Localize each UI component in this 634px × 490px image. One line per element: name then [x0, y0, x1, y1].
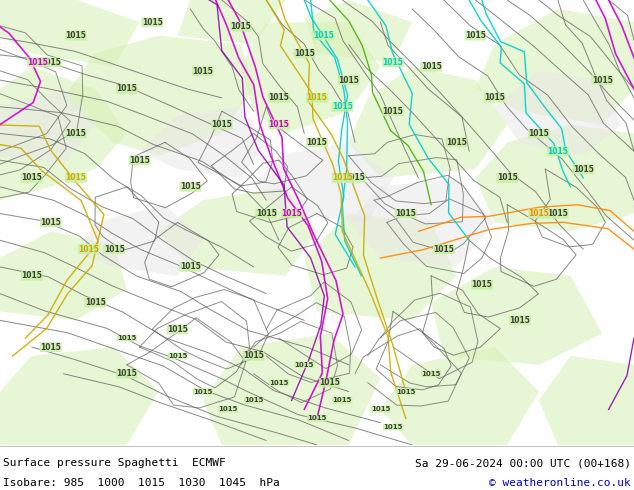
Text: 1015: 1015: [256, 209, 276, 218]
Text: 1015: 1015: [22, 173, 42, 182]
Text: 1015: 1015: [269, 380, 288, 386]
Text: 1015: 1015: [421, 62, 441, 71]
Text: 1015: 1015: [117, 369, 137, 378]
Polygon shape: [158, 187, 317, 276]
Polygon shape: [431, 267, 602, 365]
Text: Sa 29-06-2024 00:00 UTC (00+168): Sa 29-06-2024 00:00 UTC (00+168): [415, 459, 631, 468]
Text: 1015: 1015: [472, 280, 492, 289]
Polygon shape: [476, 9, 634, 124]
Text: 1015: 1015: [529, 129, 549, 138]
Text: 1015: 1015: [41, 343, 61, 351]
Polygon shape: [349, 178, 495, 267]
Text: 1015: 1015: [573, 165, 593, 173]
Text: 1015: 1015: [383, 107, 403, 116]
Text: 1015: 1015: [484, 94, 505, 102]
Text: 1015: 1015: [339, 75, 359, 85]
Text: 1015: 1015: [104, 245, 124, 254]
Text: 1015: 1015: [345, 173, 365, 182]
Text: 1015: 1015: [383, 58, 403, 67]
Text: 1015: 1015: [320, 378, 340, 387]
Text: 1015: 1015: [167, 325, 188, 334]
Text: 1015: 1015: [548, 147, 568, 156]
Polygon shape: [0, 0, 139, 67]
Text: 1015: 1015: [510, 316, 530, 325]
Text: 1015: 1015: [332, 102, 353, 111]
Polygon shape: [0, 347, 158, 445]
Text: 1015: 1015: [66, 173, 86, 182]
Text: 1015: 1015: [269, 94, 289, 102]
Text: 1015: 1015: [244, 397, 263, 403]
Text: 1015: 1015: [269, 120, 289, 129]
Polygon shape: [63, 36, 254, 156]
Text: 1015: 1015: [307, 415, 327, 421]
Text: Isobare: 985  1000  1015  1030  1045  hPa: Isobare: 985 1000 1015 1030 1045 hPa: [3, 478, 280, 488]
Text: 1015: 1015: [212, 120, 232, 129]
Text: 1015: 1015: [371, 406, 390, 412]
Text: 1015: 1015: [281, 209, 302, 218]
Text: 1015: 1015: [465, 31, 486, 40]
Text: 1015: 1015: [193, 67, 213, 75]
Text: 1015: 1015: [193, 389, 212, 394]
Polygon shape: [0, 89, 95, 165]
Text: © weatheronline.co.uk: © weatheronline.co.uk: [489, 478, 631, 488]
Polygon shape: [254, 143, 393, 222]
Polygon shape: [476, 124, 634, 231]
Text: 1015: 1015: [219, 406, 238, 412]
Polygon shape: [495, 71, 621, 156]
Text: 1015: 1015: [28, 58, 48, 67]
Polygon shape: [139, 107, 266, 178]
Text: 1015: 1015: [180, 182, 200, 192]
Text: Surface pressure Spaghetti  ECMWF: Surface pressure Spaghetti ECMWF: [3, 459, 226, 468]
Polygon shape: [0, 231, 127, 320]
Text: 1015: 1015: [295, 362, 314, 368]
Text: 1015: 1015: [396, 389, 415, 394]
Text: 1015: 1015: [79, 245, 99, 254]
Text: 1015: 1015: [332, 173, 353, 182]
Text: 1015: 1015: [294, 49, 314, 58]
Text: 1015: 1015: [497, 173, 517, 182]
Text: 1015: 1015: [231, 22, 251, 31]
Text: 1015: 1015: [422, 371, 441, 377]
Text: 1015: 1015: [313, 31, 333, 40]
Polygon shape: [0, 67, 127, 200]
Polygon shape: [304, 214, 456, 320]
Text: 1015: 1015: [66, 129, 86, 138]
Text: 1015: 1015: [66, 31, 86, 40]
Text: 1015: 1015: [307, 94, 327, 102]
Text: 1015: 1015: [22, 271, 42, 280]
Text: 1015: 1015: [333, 397, 352, 403]
Text: 1015: 1015: [384, 424, 403, 430]
Text: 1015: 1015: [41, 218, 61, 227]
Text: 1015: 1015: [446, 138, 467, 147]
Polygon shape: [380, 347, 539, 445]
Polygon shape: [349, 67, 507, 178]
Text: 1015: 1015: [548, 209, 568, 218]
Text: 1015: 1015: [592, 75, 612, 85]
Text: 1015: 1015: [85, 298, 105, 307]
Text: 1015: 1015: [142, 18, 162, 27]
Text: 1015: 1015: [41, 58, 61, 67]
Text: 1015: 1015: [180, 263, 200, 271]
Text: 1015: 1015: [307, 138, 327, 147]
Text: 1015: 1015: [168, 353, 187, 359]
Text: 1015: 1015: [243, 351, 264, 361]
Polygon shape: [76, 205, 203, 276]
Polygon shape: [304, 0, 412, 62]
Text: 1015: 1015: [117, 84, 137, 94]
Polygon shape: [203, 334, 380, 445]
Text: 1015: 1015: [129, 156, 150, 165]
Polygon shape: [178, 0, 285, 45]
Text: 1015: 1015: [434, 245, 454, 254]
Polygon shape: [241, 22, 380, 133]
Text: 1015: 1015: [396, 209, 416, 218]
Polygon shape: [539, 356, 634, 445]
Text: 1015: 1015: [117, 335, 136, 341]
Text: 1015: 1015: [529, 209, 549, 218]
